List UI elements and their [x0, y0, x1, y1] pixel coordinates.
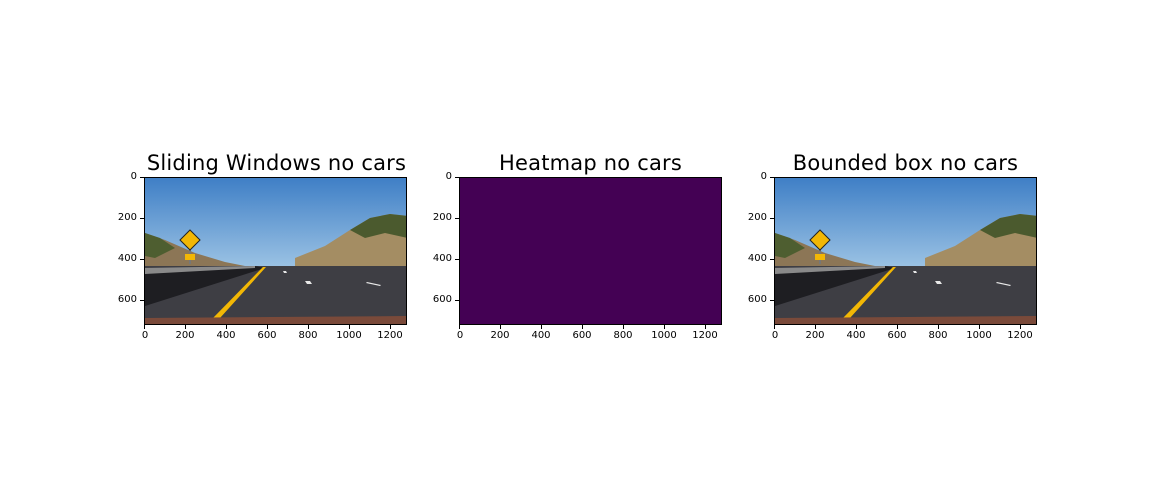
x-tick-label: 400 — [531, 330, 551, 341]
x-tick-label: 600 — [572, 330, 592, 341]
road-scene — [775, 178, 1036, 324]
panel-heatmap: Heatmap no cars 0 200 400 600 800 1000 1… — [433, 0, 740, 504]
panel-bounded-box: Bounded box no cars — [748, 0, 1055, 504]
road-image — [144, 177, 407, 325]
y-tick-label: 200 — [117, 212, 137, 223]
y-tick-label: 400 — [747, 253, 767, 264]
x-tick-label: 800 — [613, 330, 633, 341]
x-tick-label: 600 — [887, 330, 907, 341]
x-tick-label: 400 — [846, 330, 866, 341]
x-tick-label: 800 — [298, 330, 318, 341]
x-tick-label: 400 — [216, 330, 236, 341]
x-tick-label: 200 — [490, 330, 510, 341]
x-tick-label: 200 — [175, 330, 195, 341]
y-tick-label: 200 — [432, 212, 452, 223]
panel-title: Sliding Windows no cars — [146, 151, 407, 175]
road-scene — [145, 178, 406, 324]
x-tick-label: 200 — [805, 330, 825, 341]
x-tick-label: 1000 — [336, 330, 362, 341]
x-tick-label: 1000 — [966, 330, 992, 341]
y-tick-label: 600 — [747, 294, 767, 305]
y-tick-label: 200 — [747, 212, 767, 223]
heatmap-fill — [460, 178, 721, 324]
panel-sliding-windows: Sliding Windows no cars — [118, 0, 425, 504]
x-tick-label: 1200 — [377, 330, 403, 341]
panel-title: Heatmap no cars — [499, 151, 682, 175]
y-tick-label: 0 — [445, 171, 452, 182]
x-tick-label: 0 — [456, 330, 464, 341]
x-tick-label: 1200 — [692, 330, 718, 341]
y-tick-label: 600 — [117, 294, 137, 305]
y-tick-label: 0 — [130, 171, 137, 182]
panel-title: Bounded box no cars — [792, 151, 1019, 175]
y-tick-label: 400 — [117, 253, 137, 264]
road-image — [774, 177, 1037, 325]
x-tick-label: 800 — [928, 330, 948, 341]
x-tick-label: 600 — [257, 330, 277, 341]
y-tick-label: 600 — [432, 294, 452, 305]
heatmap-image — [459, 177, 722, 325]
x-tick-label: 0 — [141, 330, 149, 341]
x-tick-label: 1200 — [1007, 330, 1033, 341]
x-tick-label: 0 — [771, 330, 779, 341]
y-tick-label: 0 — [760, 171, 767, 182]
x-tick-label: 1000 — [651, 330, 677, 341]
y-tick-label: 400 — [432, 253, 452, 264]
